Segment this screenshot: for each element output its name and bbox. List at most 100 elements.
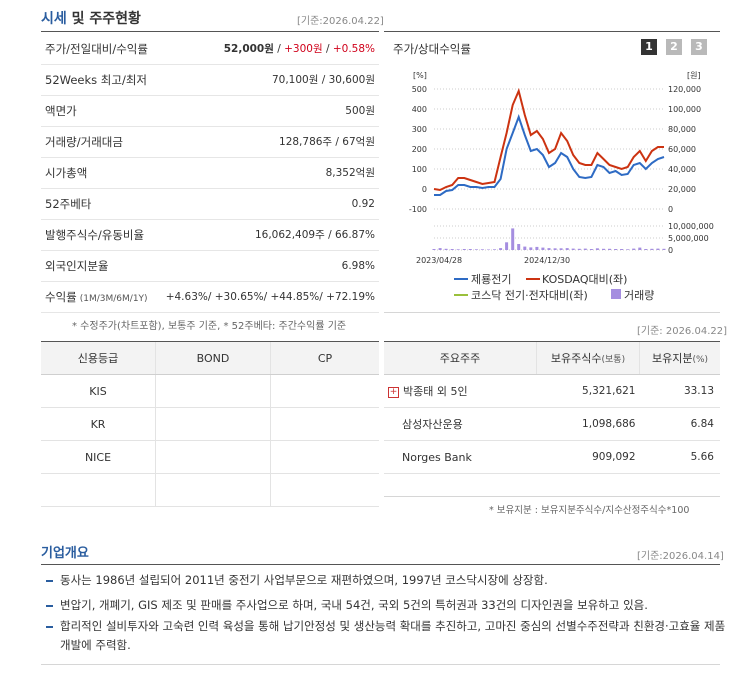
holder-pct: 5.66: [639, 440, 720, 474]
volume-bar: [650, 248, 654, 250]
right-tick-label: 0: [668, 205, 673, 214]
volume-bar: [644, 249, 648, 250]
credit-cell: NICE: [41, 440, 156, 474]
volume-bar: [608, 248, 611, 250]
stat-row: 주가/전일대비/수익률 52,000원 / +300원 / +0.58%: [41, 33, 379, 65]
stat-row: 시가총액 8,352억원: [41, 157, 379, 189]
volume-bar: [493, 249, 496, 250]
right-tick-label: 100,000: [668, 105, 701, 114]
stat-value: 6.98%: [341, 259, 375, 272]
volume-bar: [456, 249, 460, 250]
volume-bar: [487, 249, 490, 250]
stat-value: 16,062,409주 / 66.87%: [254, 229, 375, 241]
credit-cell: [155, 407, 271, 441]
note-basis: * 수정주가(차트포함), 보통주 기준, * 52주베타: 주간수익률 기준: [72, 321, 347, 332]
expand-plus-icon[interactable]: +: [388, 386, 399, 398]
stat-label-wrap: 수익률 (1M/3M/6M/1Y): [45, 289, 148, 305]
chart-page-2-button[interactable]: 2: [666, 39, 682, 55]
stat-label: 시가총액: [45, 165, 88, 180]
divider: [41, 31, 379, 32]
price-sep2: /: [322, 43, 333, 55]
volume-bar: [638, 247, 642, 250]
volume-bar: [595, 248, 599, 250]
volume-bar: [626, 249, 630, 250]
divider: [384, 341, 720, 342]
divider: [384, 496, 720, 497]
stat-row: 액면가 500원: [41, 95, 379, 127]
corp-date: [기준:2026.04.14]: [637, 551, 724, 562]
table-row: KR: [41, 407, 379, 441]
holder-name-cell: 삼성자산운용: [384, 407, 537, 441]
credit-cell: [270, 407, 379, 441]
holders-header-name: 주요주주: [384, 342, 537, 375]
credit-cell: [270, 374, 379, 408]
holder-pct: 33.13: [639, 374, 720, 408]
stat-label: 거래량/거래대금: [45, 134, 123, 149]
volume-bar: [602, 248, 605, 250]
stat-row: 52주베타 0.92: [41, 188, 379, 220]
credit-header: 신용등급: [41, 342, 156, 375]
left-tick-label: -100: [409, 205, 427, 214]
credit-cell: [155, 473, 271, 507]
volume-bar: [523, 246, 527, 250]
volume-bar: [450, 249, 454, 250]
volume-bar: [614, 249, 618, 250]
volume-bar: [656, 248, 660, 250]
holder-name-cell: Norges Bank: [384, 440, 537, 474]
volume-tick-label: 0: [668, 246, 673, 255]
volume-bar: [529, 247, 533, 250]
right-tick-label: 120,000: [668, 85, 701, 94]
left-unit: [%]: [413, 71, 427, 80]
stat-label: 52주베타: [45, 196, 92, 211]
credit-cell: [270, 440, 379, 474]
price-price: 52,000원: [223, 43, 274, 55]
stat-value: 500원: [345, 105, 375, 117]
holders-header-shares: 보유주식수(보통): [536, 342, 640, 375]
left-tick-label: 0: [422, 185, 427, 194]
stat-label: 발행주식수/유동비율: [45, 227, 145, 242]
volume-bar: [517, 244, 521, 250]
gridlines: [434, 88, 664, 251]
chart-title: 주가/상대수익률: [393, 42, 471, 56]
volume-bar: [632, 248, 636, 250]
axis-ticks: 500 120,000 400 100,000 300 80,000 200 60,000 10…: [409, 85, 714, 255]
stat-row: 외국인지분율 6.98%: [41, 250, 379, 282]
left-tick-label: 100: [412, 165, 427, 174]
stat-label: 주가/전일대비/수익률: [45, 41, 148, 56]
corp-overview-item: 합리적인 설비투자와 고숙련 인력 육성을 통해 납기안정성 및 생산능력 확대…: [45, 617, 732, 655]
volume-bar: [480, 249, 484, 250]
chart-page-3-button[interactable]: 3: [691, 39, 707, 55]
stat-value: 0.92: [351, 197, 375, 210]
volume-bar: [541, 247, 545, 250]
chart-page-1-button[interactable]: 1: [641, 39, 657, 55]
volume-bar: [583, 248, 587, 250]
credit-cell: KIS: [41, 374, 156, 408]
volume-bar: [444, 248, 448, 250]
volume-bar: [438, 248, 442, 250]
price-change: +300원: [284, 43, 323, 55]
corp-overview-item: 변압기, 개폐기, GIS 제조 및 판매를 주사업으로 하며, 국내 54건,…: [45, 596, 732, 615]
volume-bar: [589, 249, 593, 250]
corp-overview-title: 기업개요: [41, 546, 89, 561]
stat-row: 수익률 (1M/3M/6M/1Y) +4.63%/ +30.65%/ +44.85%…: [41, 281, 379, 313]
credit-header: BOND: [155, 342, 271, 375]
series-kosdaq-line: [433, 87, 664, 192]
stat-value: 70,100원 / 30,600원: [271, 74, 375, 86]
holder-name-cell[interactable]: + 박종태 외 5인: [384, 374, 537, 408]
credit-cell: [270, 473, 379, 507]
volume-tick-label: 10,000,000: [668, 222, 714, 231]
volume-bar: [662, 248, 666, 250]
left-tick-label: 200: [412, 145, 427, 154]
divider: [41, 341, 379, 342]
legend-volume-swatch: [611, 289, 621, 299]
stat-label: 수익률: [45, 289, 77, 304]
volume-bar: [553, 248, 557, 250]
holder-name: 박종태 외 5인: [403, 385, 468, 398]
volume-bar: [432, 249, 436, 250]
right-tick-label: 40,000: [668, 165, 696, 174]
holder-pct: 6.84: [639, 407, 720, 441]
volume-bar: [571, 248, 575, 250]
volume-bar: [468, 249, 472, 250]
legend-kosdaq: KOSDAQ대비(좌): [542, 273, 627, 286]
note-holding: * 보유지분 : 보유지분주식수/지수산정주식수*100: [489, 505, 690, 516]
